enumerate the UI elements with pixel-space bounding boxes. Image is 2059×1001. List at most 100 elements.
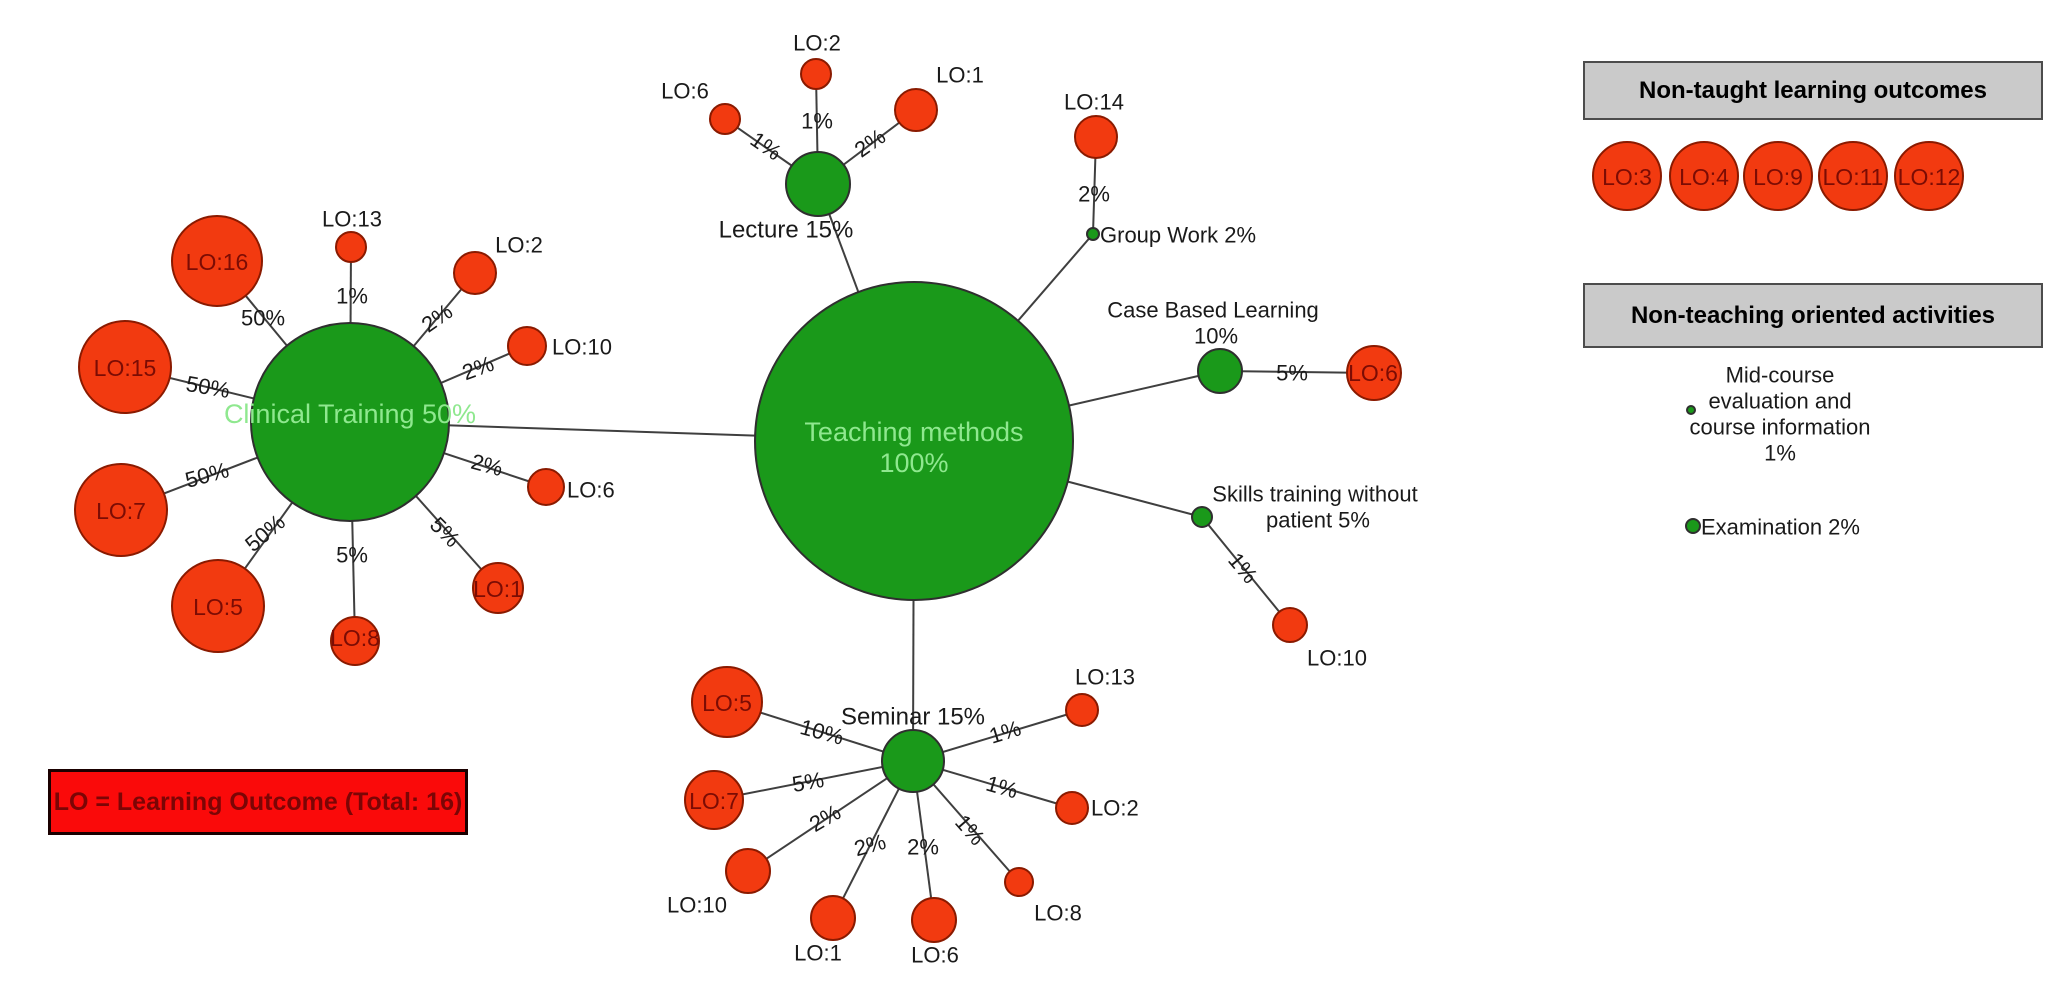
non-teaching-oriented-activities-header: Non-teaching oriented activities [1583,283,2043,348]
edge-percentage-label: 10% [797,714,846,750]
seminar-lo10-label: LO:10 [667,893,727,918]
node-seminar-lo8 [1004,867,1034,897]
edge-percentage-label: 5% [336,543,368,568]
seminar-lo2-label: LO:2 [1091,796,1139,821]
edge-percentage-label: 50% [241,306,285,331]
clinical-lo2-label: LO:2 [495,233,543,258]
clinical-lo6-label: LO:6 [567,478,615,503]
edge-percentage-label: 2% [417,299,457,338]
edge-percentage-label: 1% [336,284,368,309]
node-groupwork-lo14 [1074,115,1118,159]
groupwork-lo14-label: LO:14 [1064,90,1124,115]
panel-lo3-text: LO:3 [1602,164,1652,190]
node-clinical-lo13 [335,231,367,263]
midcourse-label-line3: course information [1690,415,1871,440]
node-panel-lo3 [1592,141,1662,211]
clinical-lo1-text: LO:1 [473,576,523,602]
midcourse-label-line1: Mid-course [1726,363,1835,388]
node-panel-lo4 [1669,141,1739,211]
cbl-lo6-text: LO:6 [1348,360,1398,386]
node-examination [1685,518,1701,534]
node-seminar-lo7 [684,770,744,830]
clinical-lo15-text: LO:15 [94,355,157,381]
legend-box: LO = Learning Outcome (Total: 16) [48,769,468,835]
non-taught-header-label: Non-taught learning outcomes [1639,76,1987,104]
node-skills-lo10 [1272,607,1308,643]
node-seminar-lo2 [1055,791,1089,825]
node-clinical-lo16 [171,215,263,307]
node-seminar-lo10 [725,848,771,894]
node-clinical-lo5 [171,559,265,653]
node-skills-training [1191,506,1213,528]
clinical-lo5-text: LO:5 [193,594,243,620]
edge-percentage-label: 50% [182,457,231,493]
node-clinical-lo7 [74,463,168,557]
panel-lo12-text: LO:12 [1898,164,1961,190]
edge-line [1201,516,1291,626]
edge-percentage-label: 2% [907,835,939,860]
panel-lo4-text: LO:4 [1679,164,1729,190]
skills-label-line1: Skills training without [1212,482,1417,507]
non-teaching-header-label: Non-teaching oriented activities [1630,301,1996,329]
node-cbl-lo6 [1346,345,1402,401]
edge-percentage-label: 1% [983,771,1020,804]
node-panel-lo9 [1743,141,1813,211]
node-lecture-lo2 [800,58,832,90]
node-seminar-lo13 [1065,693,1099,727]
seminar-lo13-label: LO:13 [1075,665,1135,690]
seminar-lo1-label: LO:1 [794,941,842,966]
node-case-based-learning [1197,348,1243,394]
node-clinical-lo6 [527,468,565,506]
edge-percentage-label: 1% [986,715,1024,748]
edge-percentage-label: 1% [801,109,833,134]
teaching-methods-label-line2: 100% [879,448,948,478]
lecture-lo2-label: LO:2 [793,31,841,56]
edge-percentage-label: 2% [459,351,497,385]
clinical-lo10-label: LO:10 [552,335,612,360]
clinical-lo8-text: LO:8 [330,625,380,651]
node-seminar-lo5 [691,666,763,738]
edge-line [747,760,914,872]
edge-percentage-label: 2% [805,799,845,837]
node-seminar-lo6 [911,897,957,943]
lecture-label: Lecture 15% [719,217,854,244]
midcourse-label-line4: 1% [1764,441,1796,466]
cbl-label-line2: 10% [1194,324,1238,349]
edge-percentage-label: 1% [950,810,990,850]
non-taught-learning-outcomes-header: Non-taught learning outcomes [1583,61,2043,120]
node-panel-lo11 [1818,141,1888,211]
edge-percentage-label: 5% [1276,361,1308,386]
seminar-lo7-text: LO:7 [689,788,739,814]
midcourse-label-line2: evaluation and [1708,389,1851,414]
seminar-label: Seminar 15% [841,704,985,731]
lecture-lo1-label: LO:1 [936,63,984,88]
node-clinical-lo8 [330,616,380,666]
clinical-lo13-label: LO:13 [322,207,382,232]
node-teaching-methods [754,281,1074,601]
node-clinical-lo15 [78,320,172,414]
edge-percentage-label: 2% [468,449,505,481]
node-seminar-lo1 [810,895,856,941]
seminar-lo8-label: LO:8 [1034,901,1082,926]
edge-percentage-label: 5% [425,512,465,552]
clinical-training-label: Clinical Training 50% [224,399,476,429]
lecture-lo6-label: LO:6 [661,79,709,104]
node-clinical-lo1 [472,562,524,614]
group-work-label: Group Work 2% [1100,223,1256,248]
examination-label: Examination 2% [1701,515,1860,540]
node-clinical-training [250,322,450,522]
legend-label: LO = Learning Outcome (Total: 16) [53,787,463,816]
edge-percentage-label: 5% [790,767,826,797]
node-clinical-lo2 [453,251,497,295]
clinical-lo7-text: LO:7 [96,498,146,524]
edge-line [713,760,914,801]
teaching-methods-label-line1: Teaching methods [804,417,1023,447]
seminar-lo5-text: LO:5 [702,690,752,716]
panel-lo11-text: LO:11 [1823,164,1884,190]
node-lecture [785,151,851,217]
panel-lo9-text: LO:9 [1753,164,1803,190]
node-clinical-lo10 [507,326,547,366]
edge-percentage-label: 2% [851,829,888,861]
